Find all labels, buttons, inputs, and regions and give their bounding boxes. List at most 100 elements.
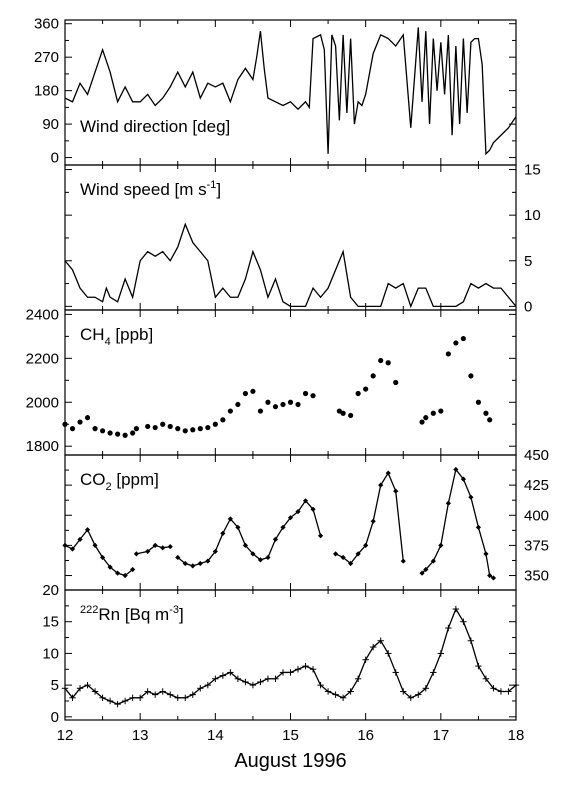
data-point <box>182 560 188 567</box>
y-tick-label: 90 <box>42 116 59 133</box>
data-point <box>487 417 493 423</box>
y-tick-label: 270 <box>34 49 59 66</box>
data-point <box>287 515 294 521</box>
x-tick-label: 14 <box>207 727 224 744</box>
data-point <box>468 494 474 500</box>
data-point <box>84 681 91 689</box>
data-point <box>99 694 106 702</box>
y-tick-label: 0 <box>524 298 532 315</box>
data-point <box>219 672 227 679</box>
data-point <box>460 335 466 342</box>
data-point <box>505 688 512 695</box>
data-point <box>152 424 158 431</box>
data-point <box>445 624 452 632</box>
y-tick-label: 360 <box>34 16 59 33</box>
panel-label-3: CO2 [ppm] <box>80 470 159 493</box>
data-point <box>370 518 376 524</box>
data-point <box>430 410 436 416</box>
data-point <box>419 419 425 425</box>
data-point <box>160 545 166 551</box>
panel-1: 0 5 10 15 Wind speed [m s-1] <box>64 162 541 315</box>
data-point <box>490 575 497 581</box>
data-point <box>84 527 91 533</box>
data-point <box>84 415 91 421</box>
data-point <box>355 551 361 557</box>
y-tick-label: 2200 <box>26 350 59 367</box>
data-point <box>475 662 482 670</box>
data-point <box>130 430 136 436</box>
data-point <box>91 688 99 695</box>
data-point <box>205 558 211 564</box>
data-point <box>92 542 98 549</box>
y-tick-label: 15 <box>42 614 59 631</box>
data-point <box>369 643 377 651</box>
data-point <box>324 688 332 695</box>
panel-2: 1800 2000 2200 2400 CH4 [ppb] <box>26 306 517 456</box>
data-point <box>302 498 309 504</box>
data-point <box>422 685 429 692</box>
y-tick-label: 1800 <box>26 438 59 455</box>
data-point <box>220 530 226 536</box>
data-point <box>310 393 316 399</box>
data-point <box>114 700 121 708</box>
data-point <box>490 685 497 692</box>
data-point <box>317 533 324 539</box>
data-point <box>392 669 399 676</box>
data-point <box>235 524 241 530</box>
y-tick-label: 425 <box>524 477 549 494</box>
data-point <box>242 678 249 686</box>
data-point <box>212 675 219 682</box>
series-line <box>335 471 404 565</box>
data-point <box>257 557 264 563</box>
data-point <box>197 426 203 432</box>
y-tick-label: 400 <box>524 507 549 524</box>
data-point <box>182 428 188 434</box>
data-point <box>175 426 181 432</box>
x-tick-label: 12 <box>57 727 74 744</box>
data-point <box>400 688 407 695</box>
data-point <box>430 669 437 676</box>
series-line <box>421 467 494 579</box>
data-point <box>287 399 294 405</box>
data-point <box>437 650 445 657</box>
data-point <box>257 408 264 414</box>
x-tick-label: 15 <box>282 727 299 744</box>
data-point <box>182 694 189 702</box>
data-point <box>280 524 286 530</box>
data-point <box>122 572 128 579</box>
data-point <box>235 401 241 408</box>
data-point <box>453 466 459 473</box>
panel-label-2: CH4 [ppb] <box>80 325 153 348</box>
series-line <box>136 544 171 555</box>
data-point <box>310 506 316 512</box>
data-point <box>295 401 301 408</box>
data-point <box>438 408 444 414</box>
data-point <box>197 560 203 567</box>
data-point <box>145 423 151 430</box>
data-point <box>250 551 256 557</box>
data-point <box>393 379 399 386</box>
data-point <box>272 404 279 410</box>
data-point <box>133 551 140 557</box>
data-point <box>257 678 264 686</box>
y-tick-label: 15 <box>524 162 541 179</box>
data-point <box>69 426 76 432</box>
y-tick-label: 5 <box>524 253 532 270</box>
data-point <box>144 688 151 695</box>
data-point <box>482 675 490 682</box>
data-point <box>234 675 242 682</box>
data-point <box>212 548 218 555</box>
data-point <box>475 524 482 530</box>
data-point <box>129 694 136 702</box>
data-point <box>378 357 384 364</box>
data-point <box>348 412 354 419</box>
data-point <box>475 399 482 405</box>
data-point <box>483 410 489 416</box>
data-point <box>295 509 301 515</box>
y-tick-label: 375 <box>524 537 549 554</box>
data-point <box>227 408 233 414</box>
data-point <box>355 390 361 397</box>
y-tick-label: 0 <box>51 709 59 726</box>
x-axis-label: August 1996 <box>234 750 346 772</box>
